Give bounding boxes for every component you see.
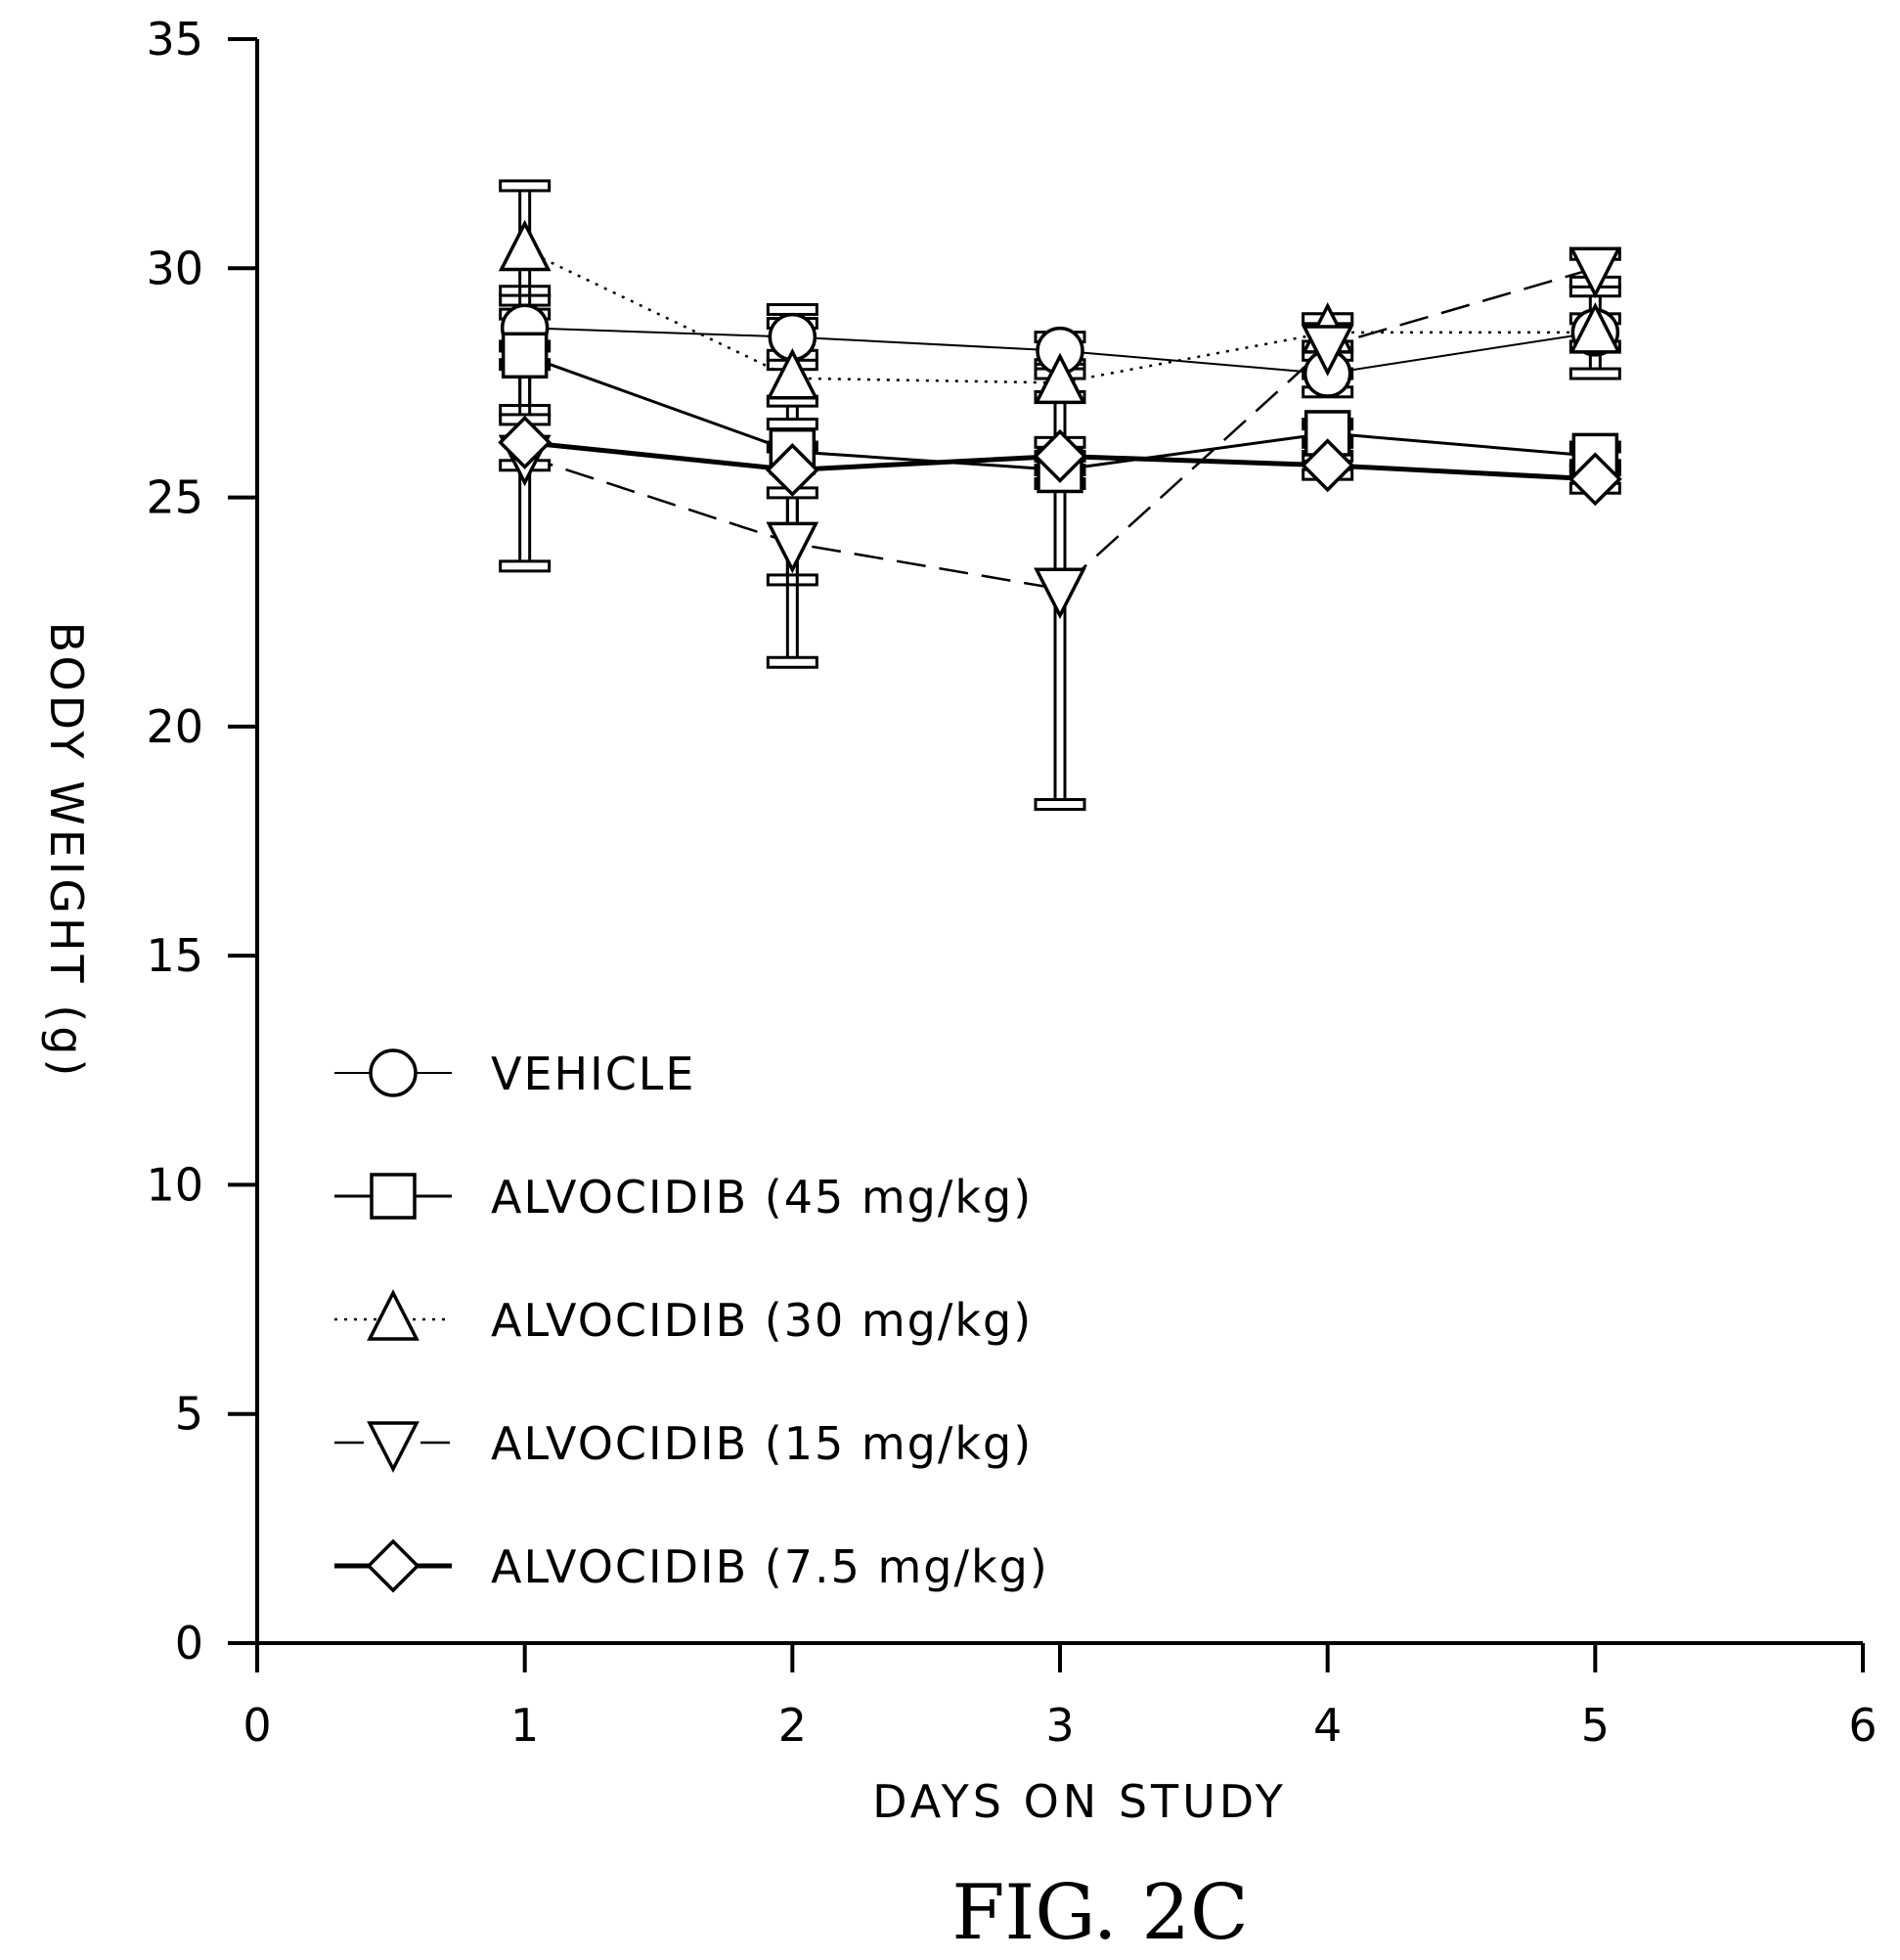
x-tick-label: 4 <box>1313 1699 1342 1752</box>
legend-item: VEHICLE <box>334 1047 696 1100</box>
error-cap <box>766 418 818 431</box>
x-axis-title: DAYS ON STUDY <box>872 1775 1287 1828</box>
y-tick-label: 35 <box>146 13 203 66</box>
triangle-down-marker <box>1301 325 1354 377</box>
error-cap <box>1569 367 1621 380</box>
diamond-marker <box>1301 438 1355 493</box>
y-tick-label: 25 <box>146 471 203 524</box>
legend-item: ALVOCIDIB (7.5 mg/kg) <box>334 1538 1049 1593</box>
triangle-down-marker <box>1569 246 1622 299</box>
legend-item: ALVOCIDIB (30 mg/kg) <box>334 1289 1033 1347</box>
triangle-up-marker <box>1569 302 1622 354</box>
y-tick-label: 30 <box>146 242 203 294</box>
error-cap <box>499 559 552 573</box>
legend: VEHICLE ALVOCIDIB (45 mg/kg) ALVOCIDIB (30… <box>334 1047 1049 1593</box>
plot-area <box>498 179 1622 812</box>
triangle-up-marker <box>367 1289 420 1341</box>
x-tick-label: 3 <box>1045 1699 1074 1752</box>
x-tick-label: 1 <box>510 1699 539 1752</box>
figure-caption: FIG. 2C <box>951 1869 1248 1957</box>
error-cap <box>766 655 818 669</box>
diamond-marker <box>1568 452 1622 507</box>
legend-label: ALVOCIDIB (15 mg/kg) <box>491 1417 1033 1470</box>
triangle-up-marker <box>766 347 819 400</box>
x-tick-label: 0 <box>243 1699 271 1752</box>
legend-item: ALVOCIDIB (45 mg/kg) <box>334 1171 1033 1224</box>
axes: 0 5 10 15 20 25 30 35 0 1 2 3 4 5 6 <box>146 13 1877 1752</box>
triangle-up-marker <box>1034 352 1086 405</box>
triangle-down-marker <box>1034 567 1086 620</box>
series-3-markers <box>498 219 1622 405</box>
x-tick-label: 5 <box>1581 1699 1610 1752</box>
error-cap <box>1034 798 1086 812</box>
triangle-down-marker <box>766 521 819 574</box>
circle-marker <box>369 1048 418 1097</box>
square-marker <box>370 1173 417 1220</box>
diamond-marker <box>498 415 552 469</box>
triangle-up-marker <box>498 219 552 272</box>
series-line <box>524 248 1596 384</box>
legend-label: ALVOCIDIB (7.5 mg/kg) <box>491 1540 1049 1593</box>
y-tick-label: 10 <box>146 1158 203 1211</box>
series-5-markers <box>498 415 1622 507</box>
x-tick-label: 6 <box>1848 1699 1877 1752</box>
legend-item: ALVOCIDIB (15 mg/kg) <box>334 1417 1033 1473</box>
series-line <box>524 267 1596 591</box>
error-cap <box>499 179 552 193</box>
y-axis-title: BODY WEIGHT (g) <box>40 622 93 1081</box>
error-cap <box>766 573 818 587</box>
legend-label: ALVOCIDIB (30 mg/kg) <box>491 1294 1033 1347</box>
legend-label: ALVOCIDIB (45 mg/kg) <box>491 1171 1033 1224</box>
diamond-marker <box>765 442 819 497</box>
legend-label: VEHICLE <box>491 1047 696 1100</box>
triangle-down-marker <box>367 1421 420 1473</box>
square-marker <box>501 332 549 379</box>
y-tick-label: 5 <box>175 1388 203 1441</box>
diamond-marker <box>1033 428 1087 483</box>
x-tick-label: 2 <box>778 1699 807 1752</box>
y-tick-label: 20 <box>146 700 203 753</box>
y-tick-label: 0 <box>175 1617 203 1670</box>
diamond-marker <box>366 1538 420 1593</box>
y-tick-label: 15 <box>146 929 203 982</box>
